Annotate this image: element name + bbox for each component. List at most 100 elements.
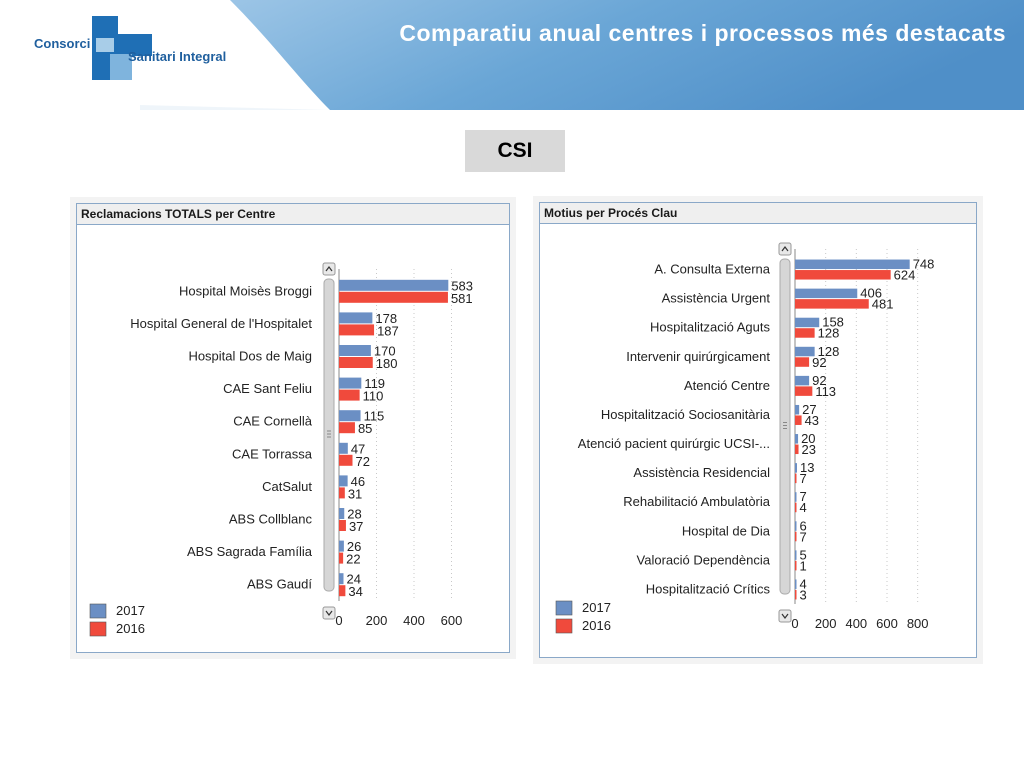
bar-2016 [795,589,797,600]
scroll-up-button[interactable] [778,242,792,256]
data-label-2017: 4 [800,576,807,591]
chart-title-processos: Motius per Procés Clau [540,203,976,224]
data-label-2017: 13 [800,460,814,475]
bar-2016 [795,386,813,396]
data-label-2016: 7 [800,471,807,486]
x-tick-label: 0 [335,613,342,628]
x-tick-label: 200 [815,616,837,631]
bar-2017 [339,279,449,291]
bar-2017 [795,288,858,299]
chart-panel-processos: Motius per Procés Clau A. Consulta Exter… [533,196,983,664]
data-label-2017: 24 [347,572,361,587]
legend-label-2017: 2017 [116,603,145,618]
data-label-2017: 47 [351,441,365,456]
bar-2016 [795,531,797,542]
bar-2017 [795,434,799,444]
chevron-up-icon [781,246,789,252]
data-label-2017: 27 [802,402,816,417]
bar-2017 [339,410,361,422]
data-label-2017: 20 [801,431,815,446]
data-label-2017: 158 [822,315,844,330]
data-label-2016: 581 [451,291,473,306]
legend-swatch-2017 [555,600,573,616]
bar-2016 [795,502,797,513]
bar-2017 [795,463,797,473]
data-label-2016: 34 [348,584,362,599]
bar-2016 [795,270,891,280]
legend-label-2016: 2016 [582,618,611,633]
logo-cross-icon [92,16,152,80]
logo: Consorci Sanitari Integral [30,12,240,84]
data-label-2017: 406 [860,286,882,301]
bar-2016 [339,291,448,303]
bar-2017 [339,345,371,356]
category-label: Rehabilitació Ambulatòria [623,494,770,509]
bar-2016 [795,357,810,367]
bar-2016 [795,415,802,425]
category-label: ABS Collblanc [229,512,313,527]
logo-text-sanitari: Sanitari Integral [128,49,227,64]
bar-2017 [339,312,373,324]
chevron-down-icon [325,610,333,616]
bar-2016 [795,444,799,455]
data-label-2017: 5 [800,547,807,562]
bar-2017 [339,442,348,454]
bar-2016 [339,422,355,434]
category-label: Hospital General de l'Hospitalet [130,316,312,331]
category-label: Assistència Urgent [662,291,771,306]
data-label-2017: 748 [913,257,935,272]
data-label-2016: 7 [800,529,807,544]
category-label: CAE Torrassa [232,446,313,461]
category-label: Hospital Moisès Broggi [179,283,312,298]
data-label-2016: 43 [805,413,819,428]
category-label: Hospitalització Aguts [650,320,770,335]
category-label: Hospitalització Crítics [646,581,771,596]
data-label-2017: 28 [347,507,361,522]
bar-2016 [339,552,344,564]
bar-2016 [795,328,815,338]
bar-2017 [339,475,348,487]
chevron-down-icon [781,613,789,619]
bar-2017 [339,540,344,552]
bar-2017 [339,377,362,389]
data-label-2017: 7 [800,489,807,504]
bar-2016 [795,299,869,309]
x-tick-label: 600 [441,613,463,628]
data-label-2017: 178 [375,311,397,326]
data-label-2016: 92 [812,355,826,370]
scroll-down-button[interactable] [322,606,336,620]
bar-2017 [795,317,820,328]
scroll-down-button[interactable] [778,609,792,623]
x-tick-label: 200 [366,613,388,628]
bar-2017 [795,375,810,386]
scroll-up-button[interactable] [322,262,336,276]
category-label: Hospital Dos de Maig [188,349,312,364]
legend-swatch-2016 [555,618,573,634]
category-label: CatSalut [262,479,312,494]
organization-badge: CSI [465,130,565,172]
legend-label-2017: 2017 [582,600,611,615]
category-label: ABS Sagrada Família [187,544,313,559]
category-label: Atenció pacient quirúrgic UCSI-... [578,436,770,451]
data-label-2016: 31 [348,486,362,501]
scrollbar-thumb[interactable] [779,258,791,595]
bar-2016 [339,357,373,368]
bar-2016 [339,585,346,597]
category-label: Hospitalització Sociosanitària [601,407,771,422]
bar-2016 [795,473,797,484]
bar-2016 [339,520,346,531]
data-label-2016: 72 [356,454,370,469]
bar-2016 [339,487,345,499]
data-label-2016: 37 [349,519,363,534]
data-label-2017: 128 [818,344,840,359]
bar-2017 [795,346,815,357]
category-label: CAE Cornellà [233,414,313,429]
data-label-2016: 128 [818,326,840,341]
page-title: Comparatiu anual centres i processos més… [399,20,1006,46]
bar-2016 [339,389,360,401]
scrollbar-thumb[interactable] [323,278,335,592]
bar-2017 [795,579,797,589]
data-label-2016: 110 [363,389,384,404]
